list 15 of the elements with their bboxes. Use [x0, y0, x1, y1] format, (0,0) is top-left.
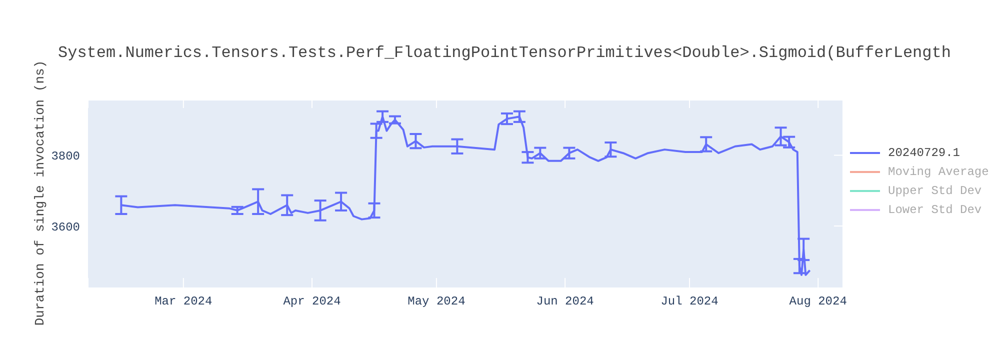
y-tick-label: 3800 — [51, 149, 80, 164]
x-tick-label: Aug 2024 — [789, 294, 847, 309]
x-tick-label: Mar 2024 — [154, 294, 212, 309]
legend-label: 20240729.1 — [888, 146, 960, 160]
x-tick-label: Jul 2024 — [660, 294, 718, 309]
legend-label: Moving Average — [888, 164, 989, 178]
y-tick-label: 3600 — [51, 220, 80, 234]
line-series — [120, 116, 811, 276]
legend-label: Lower Std Dev — [888, 202, 982, 216]
y-axis-title: Duration of single invocation (ns) — [32, 60, 48, 326]
x-tick-label: May 2024 — [408, 294, 466, 309]
x-tick-label: Apr 2024 — [283, 294, 341, 309]
legend-label: Upper Std Dev — [888, 184, 982, 198]
chart-title: System.Numerics.Tensors.Tests.Perf_FloatingPointTensorPrimitives<Double>.Sigmoid(BufferLength — [58, 44, 951, 62]
x-tick-label: Jun 2024 — [536, 294, 594, 309]
